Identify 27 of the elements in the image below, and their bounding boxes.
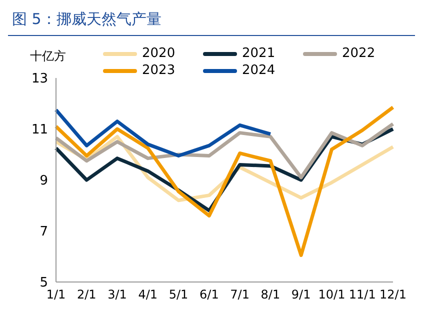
x-tick-label: 4/1	[138, 288, 158, 302]
x-tick-label: 6/1	[200, 288, 219, 302]
x-tick-label: 8/1	[260, 288, 280, 302]
x-tick-label: 2/1	[76, 288, 96, 302]
x-tick-label: 1/1	[46, 288, 66, 302]
y-tick-label: 7	[40, 224, 48, 240]
x-tick-label: 5/1	[168, 288, 188, 302]
line-series	[54, 122, 395, 180]
legend-label: 2021	[242, 46, 276, 61]
y-axis-title: 十亿方	[30, 48, 66, 65]
x-tick-label: 7/1	[230, 288, 250, 302]
y-tick-label: 9	[40, 174, 48, 189]
legend-label: 2020	[142, 46, 176, 61]
x-tick-label: 9/1	[291, 288, 311, 302]
legend-label: 2022	[342, 46, 376, 61]
y-tick-label: 5	[40, 276, 48, 291]
legend-label: 2024	[242, 63, 276, 78]
chart-title: 图 5：挪威天然气产量	[8, 8, 415, 36]
y-tick-label: 13	[31, 72, 48, 87]
line-series	[54, 106, 395, 257]
x-tick-label: 11/1	[348, 288, 376, 302]
x-tick-label: 12/1	[380, 288, 406, 302]
y-tick-label: 11	[31, 122, 48, 138]
legend-label: 2023	[142, 63, 176, 78]
x-tick-label: 10/1	[318, 288, 346, 302]
line-series	[54, 108, 272, 158]
x-tick-label: 3/1	[108, 288, 127, 302]
